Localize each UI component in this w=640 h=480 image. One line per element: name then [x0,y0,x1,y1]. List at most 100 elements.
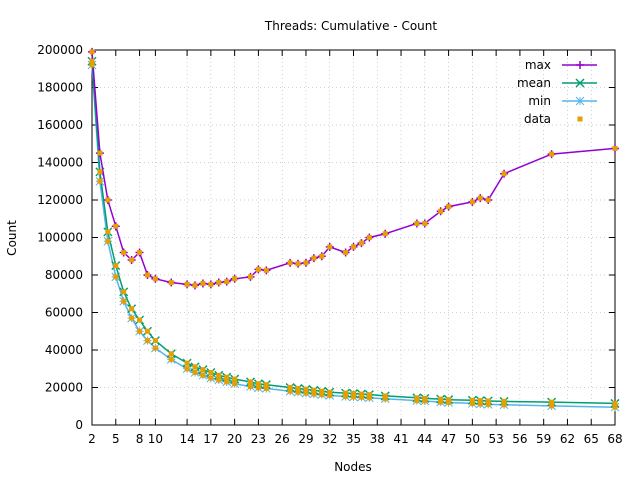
x-tick-label: 44 [417,432,432,446]
legend-item-mean: mean [517,76,597,90]
data-point [327,389,333,395]
data-point [549,403,555,409]
data-point [184,281,190,287]
data-point [113,274,119,280]
data-point [105,197,111,203]
y-tick-label: 20000 [45,381,83,395]
legend-marker [576,61,584,69]
data-point [287,385,293,390]
y-tick-label: 120000 [37,193,83,207]
data-point [485,401,491,407]
data-point [469,199,475,205]
x-tick-label: 23 [251,432,266,446]
data-point [438,208,444,214]
data-point [184,366,190,372]
x-tick-label: 20 [227,432,242,446]
legend-label: data [524,112,551,126]
data-point [477,195,483,201]
data-point [358,240,364,246]
x-tick-label: 26 [275,432,290,446]
data-point [129,315,135,321]
x-tick-label: 2 [88,432,96,446]
data-point [121,289,127,295]
legend-marker [577,116,583,122]
data-point [358,394,364,400]
x-axis-title: Nodes [334,460,372,474]
data-point [366,395,372,401]
data-point [144,338,150,344]
data-point [414,398,420,404]
data-point [137,328,143,334]
data-point [319,253,325,259]
data-point [255,385,261,391]
data-point [97,169,103,175]
data-point [232,276,238,282]
data-point [501,402,507,408]
y-tick-label: 40000 [45,343,83,357]
data-point [446,204,452,210]
x-tick-label: 68 [607,432,622,446]
data-point [612,145,618,151]
data-point [469,400,475,406]
data-point [351,244,356,250]
data-point [343,250,349,255]
data-point [113,223,119,229]
data-point [129,306,135,312]
data-point [438,396,444,402]
data-point [549,399,555,405]
data-point [366,392,372,398]
x-tick-label: 62 [560,432,575,446]
data-point [612,400,618,406]
x-tick-label: 17 [203,432,218,446]
data-point [224,279,230,285]
data-point [303,386,309,392]
data-point [144,272,150,278]
series-data [89,49,618,410]
x-tick-label: 10 [148,432,163,446]
x-tick-label: 29 [298,432,313,446]
data-point [612,404,618,410]
data-point [327,392,333,398]
data-point [232,376,238,382]
data-point [485,197,491,203]
x-tick-label: 8 [136,432,144,446]
x-tick-label: 14 [179,432,194,446]
x-tick-label: 35 [346,432,361,446]
data-point [446,397,452,403]
legend-item-min: min [528,94,597,108]
data-point [295,389,301,395]
data-point [287,388,293,394]
data-point [113,263,119,269]
data-point [303,390,309,396]
y-tick-label: 140000 [37,156,83,170]
data-point [263,382,269,388]
data-point [208,281,214,287]
data-point [168,351,174,357]
data-point [311,391,317,397]
data-point [382,393,388,399]
data-point [351,394,356,400]
data-point [200,367,206,373]
data-point [446,400,452,405]
data-point [382,396,388,402]
y-tick-label: 180000 [37,81,83,95]
legend-item-data: data [524,112,583,126]
data-point [382,231,388,237]
data-point [224,379,230,385]
data-point [311,255,317,261]
data-point [319,388,325,394]
data-point [168,356,174,362]
data-point [152,338,158,344]
data-point [192,282,198,288]
data-point [358,391,364,397]
data-point [303,260,309,266]
data-point [192,364,198,370]
x-tick-label: 65 [584,432,599,446]
data-point [422,220,428,226]
chart-title: Threads: Cumulative - Count [264,19,437,33]
x-tick-label: 47 [441,432,456,446]
data-point [327,244,333,250]
data-point [216,280,222,285]
data-point [105,229,111,235]
